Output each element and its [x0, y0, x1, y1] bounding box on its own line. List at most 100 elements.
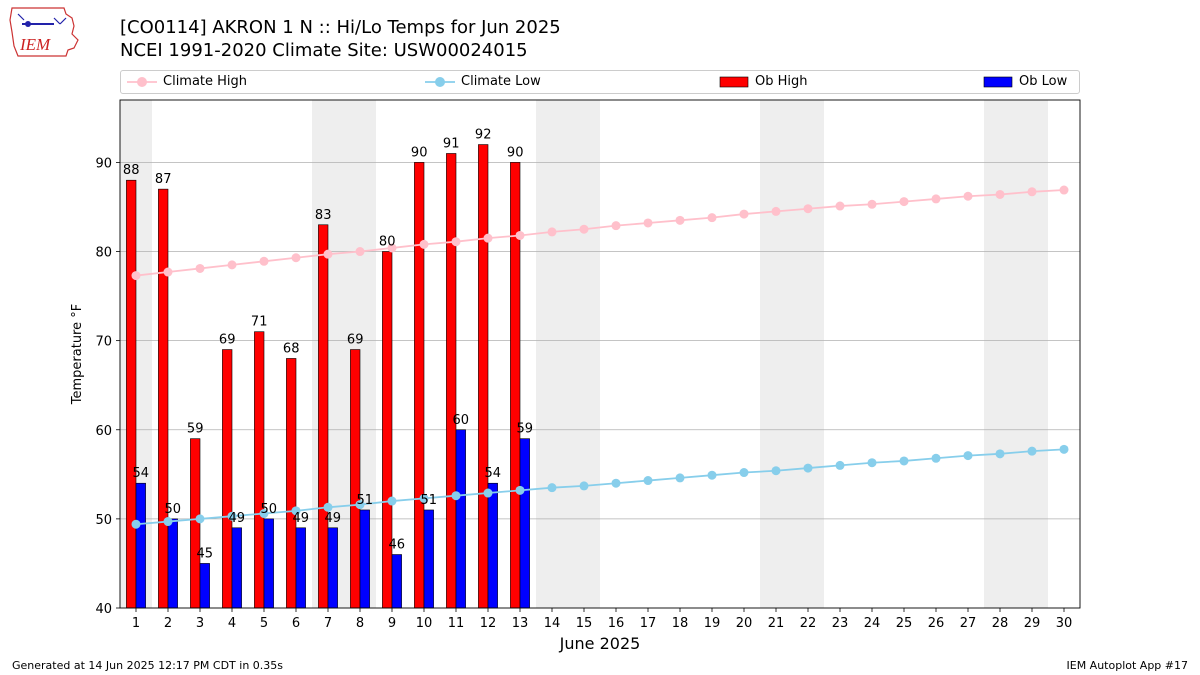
- climate-high-point: [963, 191, 973, 201]
- ob-low-label: 50: [261, 502, 278, 517]
- ob-low-label: 49: [229, 511, 246, 526]
- x-tick-label: 4: [228, 616, 236, 631]
- x-tick-label: 30: [1056, 616, 1073, 631]
- climate-low-point: [963, 451, 973, 461]
- ob-high-label: 90: [411, 145, 428, 160]
- legend-item-ob-high: Ob High: [719, 74, 808, 89]
- ob-high-label: 88: [123, 163, 140, 178]
- climate-high-point: [611, 221, 621, 231]
- climate-high-point: [291, 253, 301, 263]
- ob-low-bar: [199, 563, 210, 609]
- ob-low-bar: [455, 429, 466, 609]
- ob-high-label: 92: [475, 128, 492, 143]
- x-tick-label: 17: [640, 616, 657, 631]
- chart-title: [CO0114] AKRON 1 N :: Hi/Lo Temps for Ju…: [120, 17, 561, 38]
- logo-text: IEM: [19, 35, 51, 54]
- ob-high-bar: [510, 162, 521, 609]
- climate-low-point: [387, 496, 397, 506]
- climate-high-point: [547, 227, 557, 237]
- x-tick-label: 28: [992, 616, 1009, 631]
- climate-high-point: [227, 260, 237, 270]
- climate-low-point: [483, 488, 493, 498]
- climate-high-point: [259, 256, 269, 266]
- climate-high-point: [771, 206, 781, 216]
- chart-legend: Climate High Climate Low Ob High Ob Low: [120, 70, 1080, 94]
- ob-low-label: 49: [293, 511, 310, 526]
- ob-low-bar: [295, 527, 306, 609]
- climate-low-point: [739, 468, 749, 478]
- weekend-shade: [1016, 100, 1048, 608]
- ob-high-label: 91: [443, 136, 460, 151]
- weekend-shade: [568, 100, 600, 608]
- climate-high-point: [323, 249, 333, 259]
- ob-low-bar: [231, 527, 242, 609]
- climate-high-point: [867, 199, 877, 209]
- ob-low-label: 54: [133, 466, 150, 481]
- ob-low-bar: [423, 509, 434, 609]
- ob-high-label: 83: [315, 208, 332, 223]
- climate-low-point: [163, 517, 173, 527]
- x-axis-label: June 2025: [559, 634, 641, 653]
- climate-high-point: [931, 194, 941, 204]
- climate-high-point: [643, 218, 653, 228]
- climate-low-point: [707, 470, 717, 480]
- climate-high-point: [163, 267, 173, 277]
- ob-high-label: 71: [251, 315, 268, 330]
- x-tick-label: 21: [768, 616, 785, 631]
- chart-subtitle: NCEI 1991-2020 Climate Site: USW00024015: [120, 40, 528, 61]
- climate-low-point: [579, 481, 589, 491]
- iem-logo-icon: IEM: [9, 7, 79, 57]
- ob-high-label: 87: [155, 172, 172, 187]
- climate-high-point: [739, 209, 749, 219]
- ob-low-bar: [519, 438, 530, 609]
- x-tick-label: 22: [800, 616, 817, 631]
- x-tick-label: 27: [960, 616, 977, 631]
- climate-high-point: [515, 230, 525, 240]
- climate-high-point: [835, 201, 845, 211]
- x-tick-label: 15: [576, 616, 593, 631]
- ob-high-bar: [446, 153, 457, 609]
- x-tick-label: 9: [388, 616, 396, 631]
- climate-low-point: [419, 493, 429, 503]
- climate-high-point: [1059, 185, 1069, 195]
- ob-low-bar: [167, 518, 178, 609]
- legend-label-ob-low: Ob Low: [1019, 74, 1068, 89]
- x-tick-label: 25: [896, 616, 913, 631]
- climate-high-point: [899, 197, 909, 207]
- ob-low-label: 51: [421, 493, 438, 508]
- ob-low-label: 46: [389, 538, 406, 553]
- footer-app: IEM Autoplot App #17: [1066, 659, 1189, 672]
- climate-low-point: [323, 502, 333, 512]
- climate-low-point: [355, 500, 365, 510]
- x-tick-label: 7: [324, 616, 332, 631]
- climate-low-point: [291, 506, 301, 516]
- ob-high-label: 90: [507, 145, 524, 160]
- climate-low-point: [227, 511, 237, 521]
- x-tick-label: 3: [196, 616, 204, 631]
- x-tick-label: 14: [544, 616, 561, 631]
- climate-low-point: [611, 478, 621, 488]
- x-tick-label: 11: [448, 616, 465, 631]
- climate-high-point: [451, 237, 461, 247]
- ob-high-label: 59: [187, 422, 204, 437]
- climate-low-point: [675, 473, 685, 483]
- climate-low-point: [195, 514, 205, 524]
- climate-low-point: [131, 519, 141, 529]
- climate-high-point: [131, 271, 141, 281]
- x-tick-label: 10: [416, 616, 433, 631]
- ob-high-bar: [382, 251, 393, 609]
- x-tick-label: 12: [480, 616, 497, 631]
- ob-high-swatch-icon: [719, 76, 749, 87]
- x-tick-label: 6: [292, 616, 300, 631]
- legend-label-climate-high: Climate High: [163, 74, 248, 89]
- climate-low-point: [451, 491, 461, 501]
- ob-high-bar: [190, 438, 201, 609]
- ob-high-bar: [222, 349, 233, 609]
- ob-low-swatch-icon: [983, 76, 1013, 87]
- climate-low-point: [867, 458, 877, 468]
- ob-high-bar: [126, 179, 137, 609]
- weekend-shade: [792, 100, 824, 608]
- x-tick-label: 1: [132, 616, 140, 631]
- climate-high-point: [387, 243, 397, 253]
